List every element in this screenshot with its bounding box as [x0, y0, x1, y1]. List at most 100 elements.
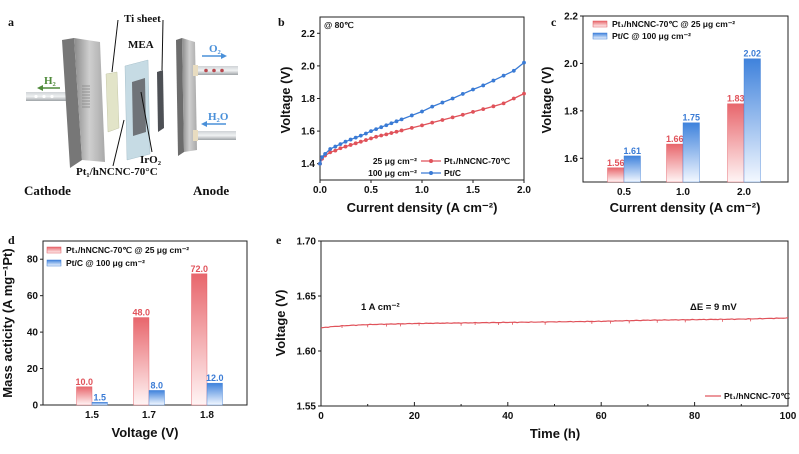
legend: Pt₁/hNCNC-70℃ @ 25 μg cm⁻² Pt/C @ 100 μg…: [46, 245, 189, 268]
current-density-annotation: 1 A cm⁻²: [361, 302, 400, 313]
data-point: [369, 136, 373, 141]
x-axis-title: Current density (A cm⁻²): [347, 200, 498, 215]
pipe-dot: [220, 68, 224, 73]
data-point: [440, 118, 445, 122]
data-label: 1.5: [93, 392, 106, 402]
data-point: [430, 120, 435, 125]
legend-marker-red: [429, 159, 433, 163]
pipe-dot: [50, 94, 54, 99]
data-point: [348, 137, 353, 142]
legend-label-red: Pt₁/hNCNC-70℃ @ 25 μg cm⁻²: [66, 245, 189, 255]
delta-e-annotation: ΔE = 9 mV: [690, 302, 737, 313]
panel-e-stability-chart: e 1.551.601.651.700 20 40 60 80 100 1 A cm⁻² …: [273, 233, 797, 441]
bar-pt-c: [206, 382, 223, 406]
legend-label-blue: Pt/C @ 100 μg cm⁻²: [66, 258, 145, 268]
y-axis-title: Voltage (V): [278, 67, 293, 134]
data-point: [323, 152, 327, 156]
pipe-collar: [193, 130, 198, 141]
data-point: [358, 133, 363, 138]
bar-pt-c: [91, 402, 108, 406]
panel-b-polarization-chart: b @ 80℃ 1.4 1.6 1.8 2.0 2.2 0.0 0.5 1.0 1.5 2.0 V…: [278, 15, 531, 215]
data-point: [384, 132, 389, 137]
data-point: [369, 129, 373, 134]
data-point: [364, 131, 368, 136]
legend-label-red: Pt₁/hNCNC-70℃ @ 25 μg cm⁻²: [612, 19, 735, 29]
data-point: [481, 107, 486, 111]
panel-label-b: b: [278, 15, 285, 29]
y-tick-label: 80: [27, 255, 39, 266]
legend-swatch-red: [46, 246, 62, 254]
x-tick-label: 40: [502, 411, 514, 422]
y-tick-label: 1.60: [297, 347, 317, 358]
x-tick-label: 1.5: [85, 410, 99, 421]
legend-swatch-blue: [46, 259, 62, 267]
y-tick-label: 1.8: [564, 106, 578, 117]
anode-plate-side: [176, 38, 184, 156]
data-point: [333, 148, 338, 153]
data-label: 1.66: [666, 134, 684, 144]
data-point: [389, 131, 394, 135]
h2-arrow-head: [37, 85, 43, 91]
pipe-dot: [34, 94, 38, 99]
mea-label: MEA: [128, 39, 154, 51]
x-axis-title: Time (h): [530, 426, 580, 441]
anode-label: Anode: [193, 183, 229, 198]
data-label: 1.75: [682, 113, 700, 123]
o2-pipe: [196, 66, 238, 75]
iro2-layer: [132, 78, 146, 136]
panel-d-mass-activity-chart: d 0 20 40 60 80 1.5 1.7 1.8 10.0 48.0 72.0 1.5 8.0 1…: [0, 233, 248, 440]
y-tick-label: 1.6: [564, 154, 578, 165]
ti-sheet-right: [157, 70, 164, 132]
pipe-dot: [204, 68, 208, 73]
data-point: [491, 78, 496, 83]
data-point: [374, 127, 378, 132]
y-tick-label: 2.2: [301, 29, 315, 40]
data-point: [501, 101, 506, 106]
y-tick-label: 40: [27, 328, 39, 339]
panel-a-diagram: a H₂ Ti sheet MEA: [8, 13, 238, 198]
data-label: 12.0: [206, 373, 224, 383]
pipe-collar: [193, 65, 198, 76]
data-label: 72.0: [190, 264, 208, 274]
bar-pt1-hncnc: [133, 317, 150, 406]
cathode-plate-side: [62, 38, 82, 168]
y-tick-label: 1.55: [297, 402, 317, 413]
cathode-pipe: [26, 92, 66, 101]
legend-loading-blue: 100 μg cm⁻²: [368, 168, 417, 178]
data-label: 48.0: [132, 308, 150, 318]
data-point: [384, 123, 389, 128]
x-axis-title: Voltage (V): [112, 425, 179, 440]
panel-label-d: d: [8, 233, 15, 247]
data-point: [364, 138, 368, 142]
legend-label-red: Pt₁/hNCNC-70℃: [724, 391, 790, 401]
x-tick-label: 1.0: [415, 185, 429, 196]
pipe-dot: [212, 68, 216, 73]
legend-marker-blue: [429, 171, 433, 175]
data-point: [420, 109, 424, 114]
data-point: [471, 109, 475, 114]
data-point: [374, 134, 378, 139]
ti-sheet-left: [105, 71, 120, 133]
leader-lines: [111, 19, 164, 167]
iro2-label: IrO₂: [140, 154, 162, 166]
bar-pt-c: [682, 122, 700, 183]
data-point: [343, 144, 348, 149]
data-point: [379, 125, 384, 130]
temperature-annotation: @ 80℃: [324, 20, 354, 30]
data-point: [409, 125, 414, 130]
data-point: [318, 161, 322, 166]
bar-pt-c: [743, 58, 761, 183]
x-tick-label: 0.5: [617, 187, 631, 198]
legend-swatch-blue: [592, 32, 608, 40]
data-point: [460, 92, 465, 96]
x-tick-label: 0.5: [364, 185, 378, 196]
data-point: [471, 87, 475, 92]
data-point: [338, 146, 343, 151]
x-tick-label: 0: [318, 411, 324, 422]
x-tick-label: 2.0: [737, 187, 751, 198]
data-label: 1.61: [623, 146, 641, 156]
legend: Pt₁/hNCNC-70℃: [705, 391, 790, 401]
panel-label-e: e: [276, 233, 282, 247]
data-point: [511, 68, 516, 73]
